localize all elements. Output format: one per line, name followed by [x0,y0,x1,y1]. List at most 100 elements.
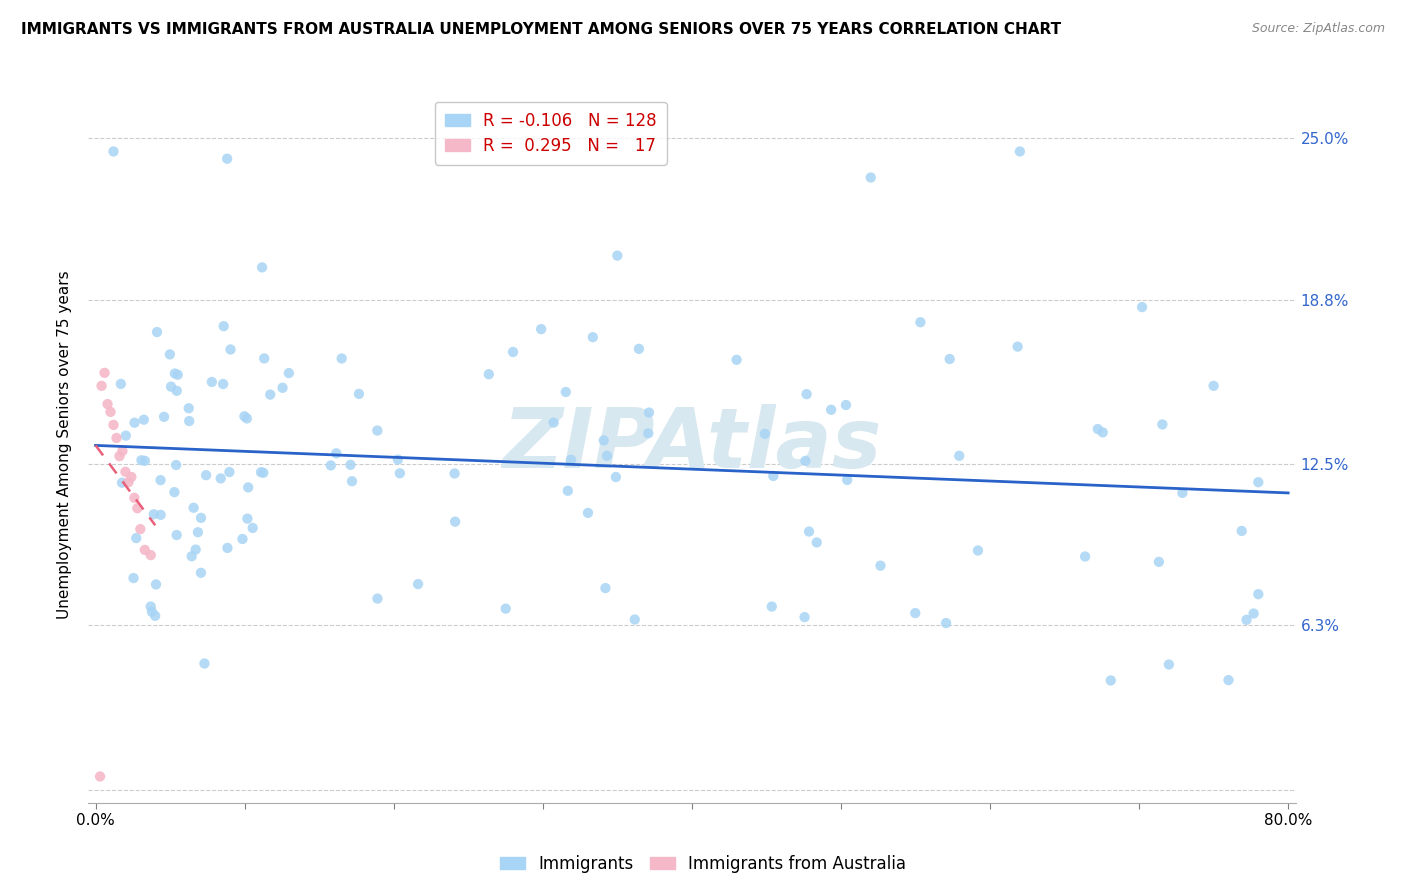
Point [131,453,153,467]
Point [1008,145,1031,159]
Point [1202,379,1225,393]
Point [165,458,187,472]
Point [761,599,783,614]
Point [124,416,146,430]
Point [233,409,256,424]
Point [179,414,201,428]
Point [103,145,125,159]
Point [725,352,748,367]
Point [111,475,134,490]
Point [142,508,165,522]
Point [627,342,650,356]
Point [592,434,614,448]
Point [134,454,156,468]
Point [218,465,240,479]
Point [238,480,260,494]
Point [1152,417,1174,432]
Point [576,506,599,520]
Point [1157,657,1180,672]
Point [120,470,142,484]
Point [250,260,273,275]
Point [938,351,960,366]
Point [163,485,186,500]
Point [90,379,112,393]
Point [910,315,932,329]
Point [105,431,128,445]
Point [820,402,842,417]
Point [1087,422,1109,436]
Point [145,577,167,591]
Point [231,532,253,546]
Point [595,581,617,595]
Point [177,401,200,416]
Point [793,610,815,624]
Point [530,322,553,336]
Point [478,368,501,382]
Point [502,345,524,359]
Point [100,405,122,419]
Point [582,330,605,344]
Point [443,467,465,481]
Point [948,449,970,463]
Point [554,384,576,399]
Point [1230,524,1253,538]
Point [623,613,645,627]
Point [1236,613,1258,627]
Point [1171,486,1194,500]
Point [108,449,131,463]
Point [339,458,361,472]
Point [797,524,820,539]
Point [869,558,891,573]
Point [143,608,166,623]
Point [127,501,149,516]
Point [212,319,235,334]
Point [388,467,411,481]
Point [252,466,274,480]
Point [1243,607,1265,621]
Point [935,615,957,630]
Point [159,347,181,361]
Point [605,470,627,484]
Point [250,465,273,479]
Point [117,475,139,490]
Legend: Immigrants, Immigrants from Australia: Immigrants, Immigrants from Australia [494,848,912,880]
Point [1091,425,1114,440]
Point [444,515,467,529]
Point [806,535,828,549]
Point [637,426,659,441]
Point [209,471,232,485]
Point [1074,549,1097,564]
Point [184,542,207,557]
Point [190,511,212,525]
Point [967,543,990,558]
Point [132,412,155,426]
Point [115,428,138,442]
Point [195,468,218,483]
Point [217,541,239,555]
Point [125,531,148,545]
Point [201,375,224,389]
Point [904,606,927,620]
Point [319,458,342,473]
Point [236,511,259,525]
Point [1099,673,1122,688]
Point [835,398,858,412]
Point [166,368,188,382]
Point [180,549,202,564]
Point [340,474,363,488]
Point [114,465,136,479]
Point [366,591,388,606]
Point [330,351,353,366]
Point [794,454,817,468]
Point [1007,340,1029,354]
Point [259,387,281,401]
Point [217,152,239,166]
Point [134,542,156,557]
Point [153,409,176,424]
Point [277,366,299,380]
Point [1247,475,1270,490]
Point [160,379,183,393]
Point [124,491,146,505]
Point [557,483,579,498]
Point [325,446,347,460]
